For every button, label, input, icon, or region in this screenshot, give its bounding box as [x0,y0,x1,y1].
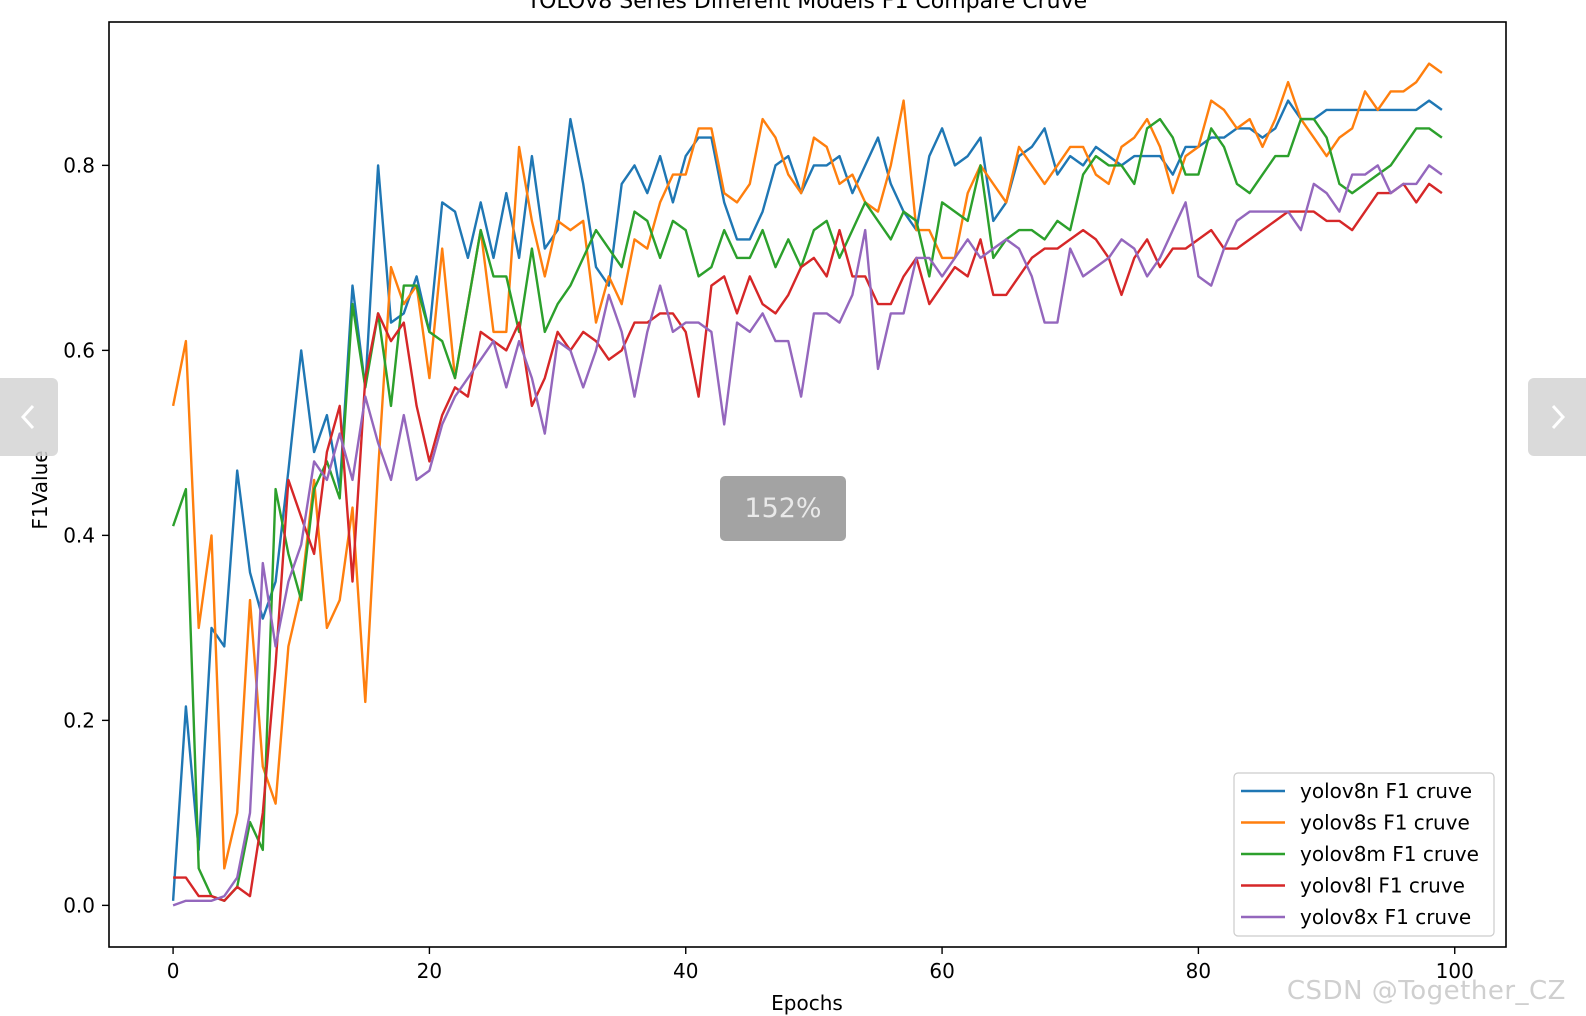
x-tick-label: 100 [1436,959,1474,983]
legend-label: yolov8s F1 cruve [1300,811,1470,835]
chevron-right-icon [1551,404,1566,430]
legend: yolov8n F1 cruve yolov8s F1 cruve yolov8m … [1233,772,1495,937]
chart-title: YOLOv8 Series Different Models F1 Compar… [526,0,1087,14]
previous-image-button[interactable] [0,378,58,456]
y-tick-label: 0.6 [63,338,95,362]
series-line-yolov8n [171,99,1443,901]
plot-frame [108,21,1507,948]
legend-label: yolov8n F1 cruve [1300,779,1472,803]
zoom-level-badge: 152% [720,476,846,541]
legend-box [1233,772,1495,937]
y-tick-label: 0.2 [63,708,95,732]
ticks-layer: 0 20 40 60 80 100 0.0 0.2 0.4 0.6 0.8 [63,153,1474,983]
series-line-yolov8l [173,182,1443,902]
x-axis-label: Epochs [771,991,843,1015]
y-tick-label: 0.8 [63,153,95,177]
watermark: CSDN @Together_CZ [1286,976,1566,1006]
y-tick-label: 0.4 [63,523,95,547]
y-tick-label: 0.0 [63,893,95,917]
legend-label: yolov8x F1 cruve [1300,905,1471,929]
x-tick-label: 40 [673,959,698,983]
series-line-yolov8x [172,164,1443,907]
series-layer [171,62,1443,907]
next-image-button[interactable] [1528,378,1586,456]
series-line-yolov8m [171,117,1443,902]
legend-label: yolov8l F1 cruve [1300,874,1465,898]
x-tick-label: 0 [167,959,180,983]
x-tick-label: 60 [929,959,954,983]
series-line-yolov8s [171,62,1443,870]
x-tick-label: 20 [417,959,442,983]
y-axis-label: F1Value [28,450,52,529]
chevron-left-icon [20,404,35,430]
legend-label: yolov8m F1 cruve [1300,842,1479,866]
x-tick-label: 80 [1186,959,1211,983]
